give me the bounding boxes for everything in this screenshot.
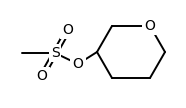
Text: O: O [73, 57, 84, 71]
Text: O: O [37, 69, 47, 83]
Text: O: O [62, 23, 73, 37]
Text: O: O [145, 19, 155, 33]
Text: S: S [51, 46, 59, 60]
